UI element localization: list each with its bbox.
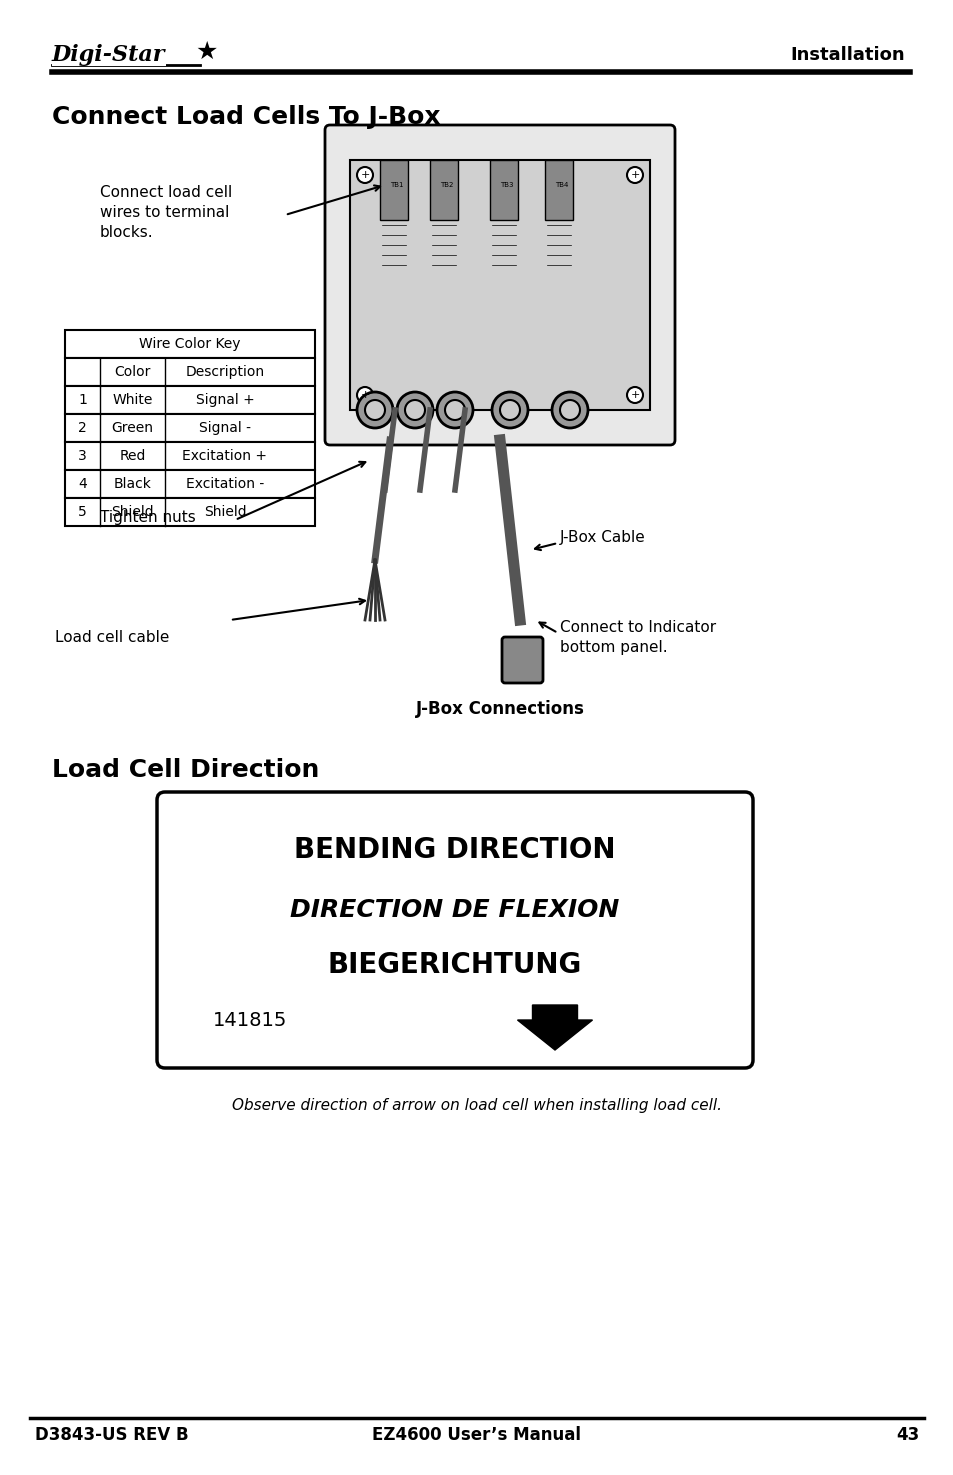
- Text: Connect to Indicator
bottom panel.: Connect to Indicator bottom panel.: [559, 620, 716, 655]
- Bar: [490, 159, 517, 220]
- Circle shape: [436, 392, 473, 428]
- Text: Green: Green: [112, 420, 153, 435]
- Text: TB1: TB1: [390, 181, 403, 187]
- Circle shape: [356, 392, 393, 428]
- Text: Observe direction of arrow on load cell when installing load cell.: Observe direction of arrow on load cell …: [232, 1097, 721, 1114]
- Text: Connect Load Cells To J-Box: Connect Load Cells To J-Box: [52, 105, 440, 128]
- Text: TB2: TB2: [440, 181, 454, 187]
- Circle shape: [444, 400, 464, 420]
- Circle shape: [626, 386, 642, 403]
- Text: Description: Description: [185, 364, 264, 379]
- Text: TB4: TB4: [555, 181, 568, 187]
- Bar: [544, 159, 573, 220]
- Circle shape: [499, 400, 519, 420]
- Circle shape: [559, 400, 579, 420]
- Circle shape: [405, 400, 424, 420]
- Bar: [350, 159, 649, 410]
- FancyBboxPatch shape: [325, 125, 675, 445]
- Circle shape: [356, 167, 373, 183]
- Text: White: White: [112, 392, 152, 407]
- Bar: [379, 159, 408, 220]
- Text: Shield: Shield: [112, 504, 153, 519]
- Circle shape: [356, 386, 373, 403]
- Bar: [65, 358, 314, 386]
- Text: Load cell cable: Load cell cable: [55, 630, 170, 645]
- Text: +: +: [630, 170, 639, 180]
- Text: Load Cell Direction: Load Cell Direction: [52, 758, 319, 782]
- Text: EZ4600 User’s Manual: EZ4600 User’s Manual: [372, 1426, 581, 1444]
- FancyBboxPatch shape: [501, 637, 542, 683]
- Text: +: +: [360, 389, 370, 400]
- Text: Excitation +: Excitation +: [182, 448, 267, 463]
- Text: 1: 1: [78, 392, 87, 407]
- Text: DIRECTION DE FLEXION: DIRECTION DE FLEXION: [290, 898, 619, 922]
- FancyArrow shape: [517, 1004, 592, 1050]
- Text: Excitation -: Excitation -: [186, 476, 264, 491]
- Text: BENDING DIRECTION: BENDING DIRECTION: [294, 836, 615, 864]
- Text: 2: 2: [78, 420, 87, 435]
- Bar: [65, 471, 314, 499]
- Text: Shield: Shield: [204, 504, 246, 519]
- Bar: [65, 330, 314, 358]
- Text: 5: 5: [78, 504, 87, 519]
- Text: Digi-Star: Digi-Star: [52, 44, 165, 66]
- Circle shape: [626, 167, 642, 183]
- Circle shape: [492, 392, 527, 428]
- Text: Installation: Installation: [789, 46, 904, 63]
- Text: ★: ★: [194, 40, 217, 63]
- Text: 3: 3: [78, 448, 87, 463]
- Bar: [65, 414, 314, 442]
- Bar: [430, 159, 457, 220]
- FancyBboxPatch shape: [157, 792, 752, 1068]
- Text: TB3: TB3: [499, 181, 514, 187]
- Text: Color: Color: [114, 364, 151, 379]
- Text: J-Box Cable: J-Box Cable: [559, 530, 645, 544]
- Text: 141815: 141815: [213, 1010, 287, 1030]
- Text: Signal +: Signal +: [195, 392, 254, 407]
- Bar: [65, 499, 314, 527]
- Text: 43: 43: [896, 1426, 919, 1444]
- Circle shape: [552, 392, 587, 428]
- Text: Tighten nuts: Tighten nuts: [100, 510, 195, 525]
- Text: Signal -: Signal -: [199, 420, 251, 435]
- Text: Wire Color Key: Wire Color Key: [139, 336, 240, 351]
- Text: Red: Red: [119, 448, 146, 463]
- Circle shape: [365, 400, 385, 420]
- Bar: [65, 442, 314, 471]
- Text: +: +: [630, 389, 639, 400]
- Text: J-Box Connections: J-Box Connections: [416, 701, 584, 718]
- Text: BIEGERICHTUNG: BIEGERICHTUNG: [328, 951, 581, 979]
- Text: +: +: [360, 170, 370, 180]
- Text: D3843-US REV B: D3843-US REV B: [35, 1426, 189, 1444]
- Bar: [65, 386, 314, 414]
- Text: 4: 4: [78, 476, 87, 491]
- Circle shape: [396, 392, 433, 428]
- Text: Black: Black: [113, 476, 152, 491]
- Text: Connect load cell
wires to terminal
blocks.: Connect load cell wires to terminal bloc…: [100, 184, 232, 239]
